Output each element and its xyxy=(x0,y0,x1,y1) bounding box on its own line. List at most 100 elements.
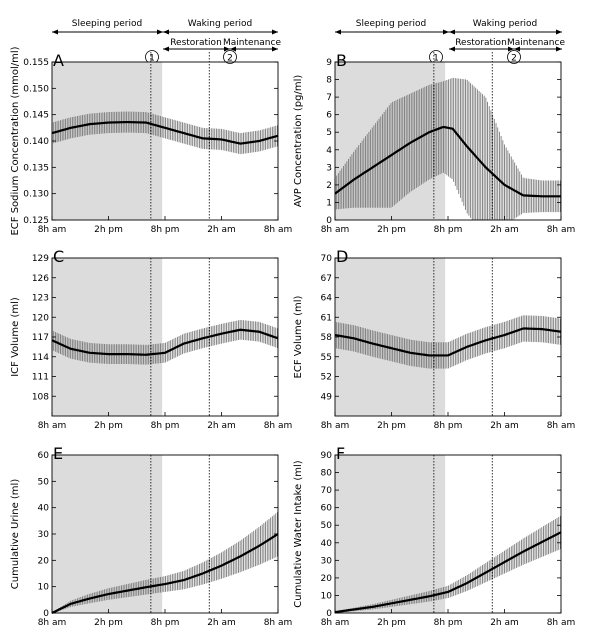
y-tick-label: 4 xyxy=(326,146,332,156)
y-tick-label: 1 xyxy=(326,198,332,208)
y-tick-label: 40 xyxy=(321,539,333,549)
panel-e: 0 10 20 30 40 50 60 8h am 2h pm 8h pm 2h am 8h am Cu… xyxy=(10,444,292,628)
y-tick-label: 49 xyxy=(321,392,333,402)
y-axis-label: Cumulative Water Intake (ml) xyxy=(293,460,304,608)
x-tick-label: 2h pm xyxy=(377,225,406,235)
y-tick-label: 0 xyxy=(43,609,49,619)
panel-label: B xyxy=(336,51,347,70)
y-tick-label: 30 xyxy=(38,530,50,540)
x-tick-label: 2h am xyxy=(490,225,519,235)
x-tick-label: 8h am xyxy=(547,225,576,235)
mean-line xyxy=(334,125,561,198)
panel-label: E xyxy=(53,444,63,463)
panel-c: 108 111 114 117 120 123 126 129 8h am 2h pm 8h pm 2… xyxy=(10,247,292,431)
header-left: Sleeping period Waking period Restoratio… xyxy=(52,19,281,64)
y-tick-label: 10 xyxy=(38,583,50,593)
y-axis-label: ECF Sodium Concentration (mmol/ml) xyxy=(10,46,21,235)
x-tick-label: 8h am xyxy=(321,225,350,235)
x-tick-label: 2h pm xyxy=(94,225,123,235)
panel-f: 0 10 20 30 40 50 60 70 80 90 8h am 2h pm 8h pm 2h am 8… xyxy=(293,444,575,628)
y-tick-label: 61 xyxy=(321,313,332,323)
y-tick-label: 5 xyxy=(326,128,332,138)
x-tick-label: 8h pm xyxy=(434,225,463,235)
x-tick-label: 8h pm xyxy=(151,225,180,235)
sleeping-period-label: Sleeping period xyxy=(356,19,426,29)
y-tick-label: 30 xyxy=(321,556,333,566)
y-tick-label: 123 xyxy=(32,294,49,304)
y-axis-label: AVP Concentration (pg/ml) xyxy=(293,75,304,208)
x-tick-label: 8h pm xyxy=(434,421,463,431)
y-tick-label: 90 xyxy=(321,451,333,461)
y-tick-label: 117 xyxy=(32,333,49,343)
restoration-label: Restoration xyxy=(455,38,507,48)
y-axis-label: Cumulative Urine (ml) xyxy=(10,479,21,590)
y-tick-label: 64 xyxy=(321,294,333,304)
y-tick-label: 0 xyxy=(326,216,332,226)
x-tick-label: 2h am xyxy=(490,421,519,431)
x-tick-label: 8h am xyxy=(321,421,350,431)
y-tick-label: 6 xyxy=(326,111,332,121)
y-tick-label: 3 xyxy=(326,163,332,173)
x-tick-label: 2h am xyxy=(207,225,236,235)
y-tick-label: 111 xyxy=(32,373,49,383)
y-tick-label: 20 xyxy=(38,556,50,566)
restoration-label: Restoration xyxy=(170,38,222,48)
y-tick-label: 40 xyxy=(38,504,50,514)
y-tick-label: 129 xyxy=(32,254,49,264)
y-tick-label: 0 xyxy=(326,609,332,619)
y-tick-label: 0.130 xyxy=(23,190,49,200)
x-tick-label: 8h am xyxy=(264,421,293,431)
x-tick-label: 8h am xyxy=(321,618,350,628)
event-marker-2 xyxy=(507,50,521,64)
x-tick-label: 8h am xyxy=(38,618,67,628)
x-tick-label: 8h am xyxy=(38,421,67,431)
y-tick-label: 120 xyxy=(32,313,49,323)
y-tick-label: 0.155 xyxy=(23,58,49,68)
x-tick-label: 2h pm xyxy=(377,421,406,431)
y-tick-label: 52 xyxy=(321,373,332,383)
x-tick-label: 8h am xyxy=(547,421,576,431)
y-tick-label: 58 xyxy=(321,333,333,343)
y-tick-label: 60 xyxy=(321,504,333,514)
sleeping-shade xyxy=(52,258,163,416)
y-tick-label: 80 xyxy=(321,469,333,479)
x-tick-label: 2h am xyxy=(207,421,236,431)
y-tick-label: 60 xyxy=(38,451,50,461)
sleeping-shade xyxy=(52,62,163,220)
y-tick-label: 0.125 xyxy=(23,216,49,226)
y-tick-label: 50 xyxy=(321,521,333,531)
maintenance-label: Maintenance xyxy=(223,38,281,48)
panel-d: 49 52 55 58 61 64 67 70 8h am 2h pm 8h pm 2h am 8h a… xyxy=(293,247,575,431)
y-tick-label: 50 xyxy=(38,477,50,487)
y-tick-label: 0.145 xyxy=(23,111,49,121)
mean-line xyxy=(51,533,279,614)
mean-line xyxy=(51,328,279,356)
waking-period-label: Waking period xyxy=(473,19,538,29)
y-tick-label: 20 xyxy=(321,574,333,584)
y-tick-label: 70 xyxy=(321,254,333,264)
y-tick-label: 2 xyxy=(326,181,332,191)
event-label-1: 1 xyxy=(433,54,439,64)
x-tick-label: 2h pm xyxy=(94,421,123,431)
y-tick-label: 8 xyxy=(326,76,332,86)
waking-period-label: Waking period xyxy=(188,19,253,29)
y-tick-label: 0.135 xyxy=(23,163,49,173)
x-tick-label: 8h pm xyxy=(151,421,180,431)
x-tick-label: 8h pm xyxy=(434,618,463,628)
y-tick-label: 7 xyxy=(326,93,332,103)
y-tick-label: 9 xyxy=(326,58,332,68)
y-tick-label: 126 xyxy=(32,274,49,284)
x-tick-label: 2h pm xyxy=(94,618,123,628)
panel-b: 0 1 2 3 4 5 6 7 8 9 8h am 2h pm 8h pm 2h am 8h am AVP C… xyxy=(293,51,575,235)
y-tick-label: 10 xyxy=(321,591,333,601)
y-tick-label: 55 xyxy=(321,353,332,363)
x-tick-label: 2h pm xyxy=(377,618,406,628)
panel-label: A xyxy=(53,51,64,70)
event-label-2: 2 xyxy=(511,54,517,64)
x-tick-label: 8h am xyxy=(38,225,67,235)
mean-line xyxy=(51,120,279,145)
event-marker-2 xyxy=(223,50,237,64)
sleeping-period-label: Sleeping period xyxy=(72,19,142,29)
panel-label: D xyxy=(336,247,348,266)
event-label-2: 2 xyxy=(227,54,233,64)
